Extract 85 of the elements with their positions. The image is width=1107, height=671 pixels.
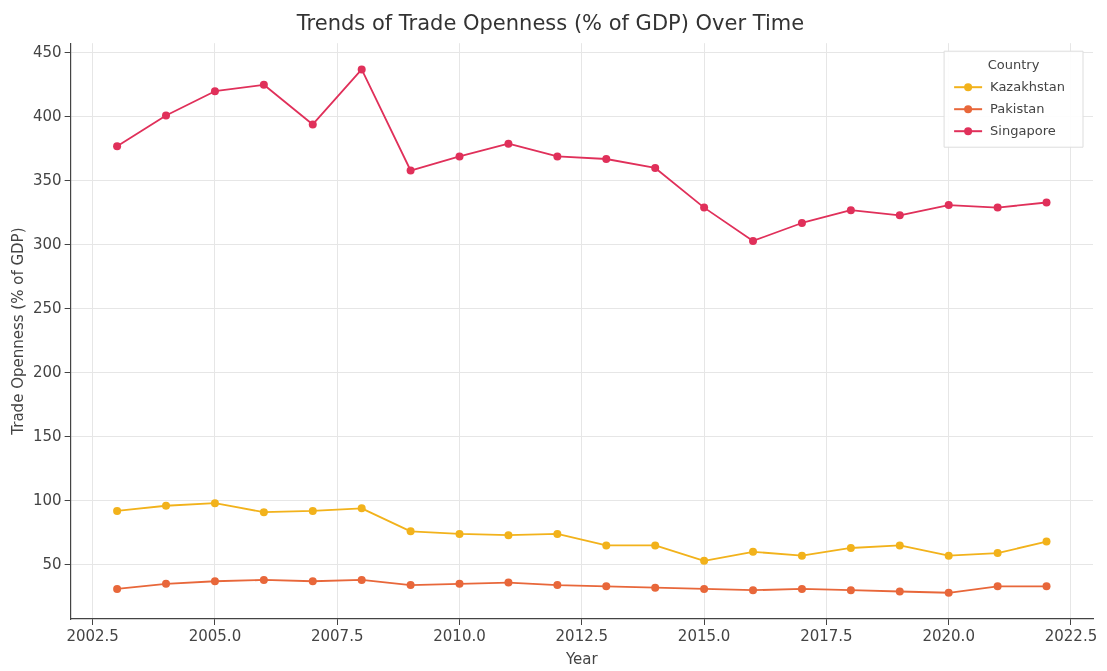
point: [944, 588, 953, 597]
point: [113, 142, 122, 151]
point: [210, 87, 219, 96]
point: [993, 203, 1002, 212]
point: [700, 584, 709, 593]
legend-label: Singapore: [990, 122, 1056, 138]
point: [504, 531, 513, 540]
x-tick-label: 2005.0: [188, 626, 242, 645]
x-tick-label: 2010.0: [433, 626, 486, 645]
chart-title: Trends of Trade Openness (% of GDP) Over Time: [295, 11, 805, 36]
point: [846, 586, 855, 595]
x-tick-label: 2020.0: [922, 626, 975, 645]
point: [553, 581, 562, 590]
point: [357, 575, 366, 584]
point: [308, 506, 317, 515]
point: [406, 581, 415, 590]
point: [1042, 582, 1051, 591]
y-tick-label: 450: [32, 42, 62, 61]
point: [651, 541, 660, 550]
point: [553, 529, 562, 538]
point: [797, 218, 806, 227]
point: [162, 579, 171, 588]
point: [504, 139, 513, 148]
point: [210, 577, 219, 586]
point: [259, 508, 268, 517]
point: [944, 551, 953, 560]
point: [602, 155, 611, 163]
x-tick-label: 2002.5: [66, 626, 119, 645]
legend-title: Country: [987, 56, 1040, 72]
y-tick-label: 200: [32, 362, 62, 381]
legend-label: Kazakhstan: [990, 78, 1066, 94]
point: [455, 579, 464, 588]
x-tick-label: 2015.0: [677, 626, 731, 645]
point: [797, 584, 806, 593]
point: [895, 541, 904, 550]
point: [846, 206, 855, 215]
y-tick-label: 350: [32, 170, 62, 189]
point: [749, 586, 758, 595]
point: [895, 587, 904, 596]
point: [113, 506, 122, 515]
point: [1042, 537, 1051, 546]
point: [308, 577, 317, 586]
y-tick-label: 250: [32, 298, 62, 317]
y-tick-label: 300: [32, 234, 62, 253]
x-tick-label: 2012.5: [555, 626, 609, 645]
point: [162, 501, 171, 510]
point: [504, 578, 513, 587]
point: [749, 547, 758, 556]
point: [357, 504, 366, 513]
x-tick-label: 2007.5: [310, 626, 364, 645]
point: [1042, 198, 1051, 207]
point: [406, 527, 415, 536]
point: [700, 556, 709, 565]
point: [455, 529, 464, 538]
point: [651, 583, 660, 592]
point: [259, 575, 268, 584]
y-axis-title: Trade Openness (% of GDP): [8, 227, 27, 436]
legend-label: Pakistan: [990, 100, 1045, 116]
point: [308, 120, 317, 129]
point: [113, 584, 122, 593]
point: [162, 111, 171, 120]
point: [749, 236, 758, 245]
y-tick-label: 100: [32, 490, 62, 509]
x-tick-label: 2022.5: [1044, 626, 1098, 645]
y-tick-label: 50: [42, 554, 62, 573]
y-tick-label: 400: [32, 106, 62, 125]
point: [406, 166, 415, 175]
point: [797, 551, 806, 560]
point: [455, 152, 464, 161]
point: [602, 582, 611, 591]
point: [553, 152, 562, 161]
x-axis-title: Year: [564, 649, 599, 668]
point: [993, 582, 1002, 591]
x-tick-label: 2017.5: [800, 626, 853, 645]
point: [700, 203, 709, 212]
y-tick-label: 150: [32, 426, 62, 445]
point: [357, 65, 366, 74]
point: [993, 549, 1002, 558]
point: [846, 543, 855, 552]
point: [895, 211, 904, 220]
point: [944, 201, 953, 210]
point: [651, 163, 660, 172]
point: [602, 541, 611, 550]
point: [259, 80, 268, 89]
point: [210, 499, 219, 508]
